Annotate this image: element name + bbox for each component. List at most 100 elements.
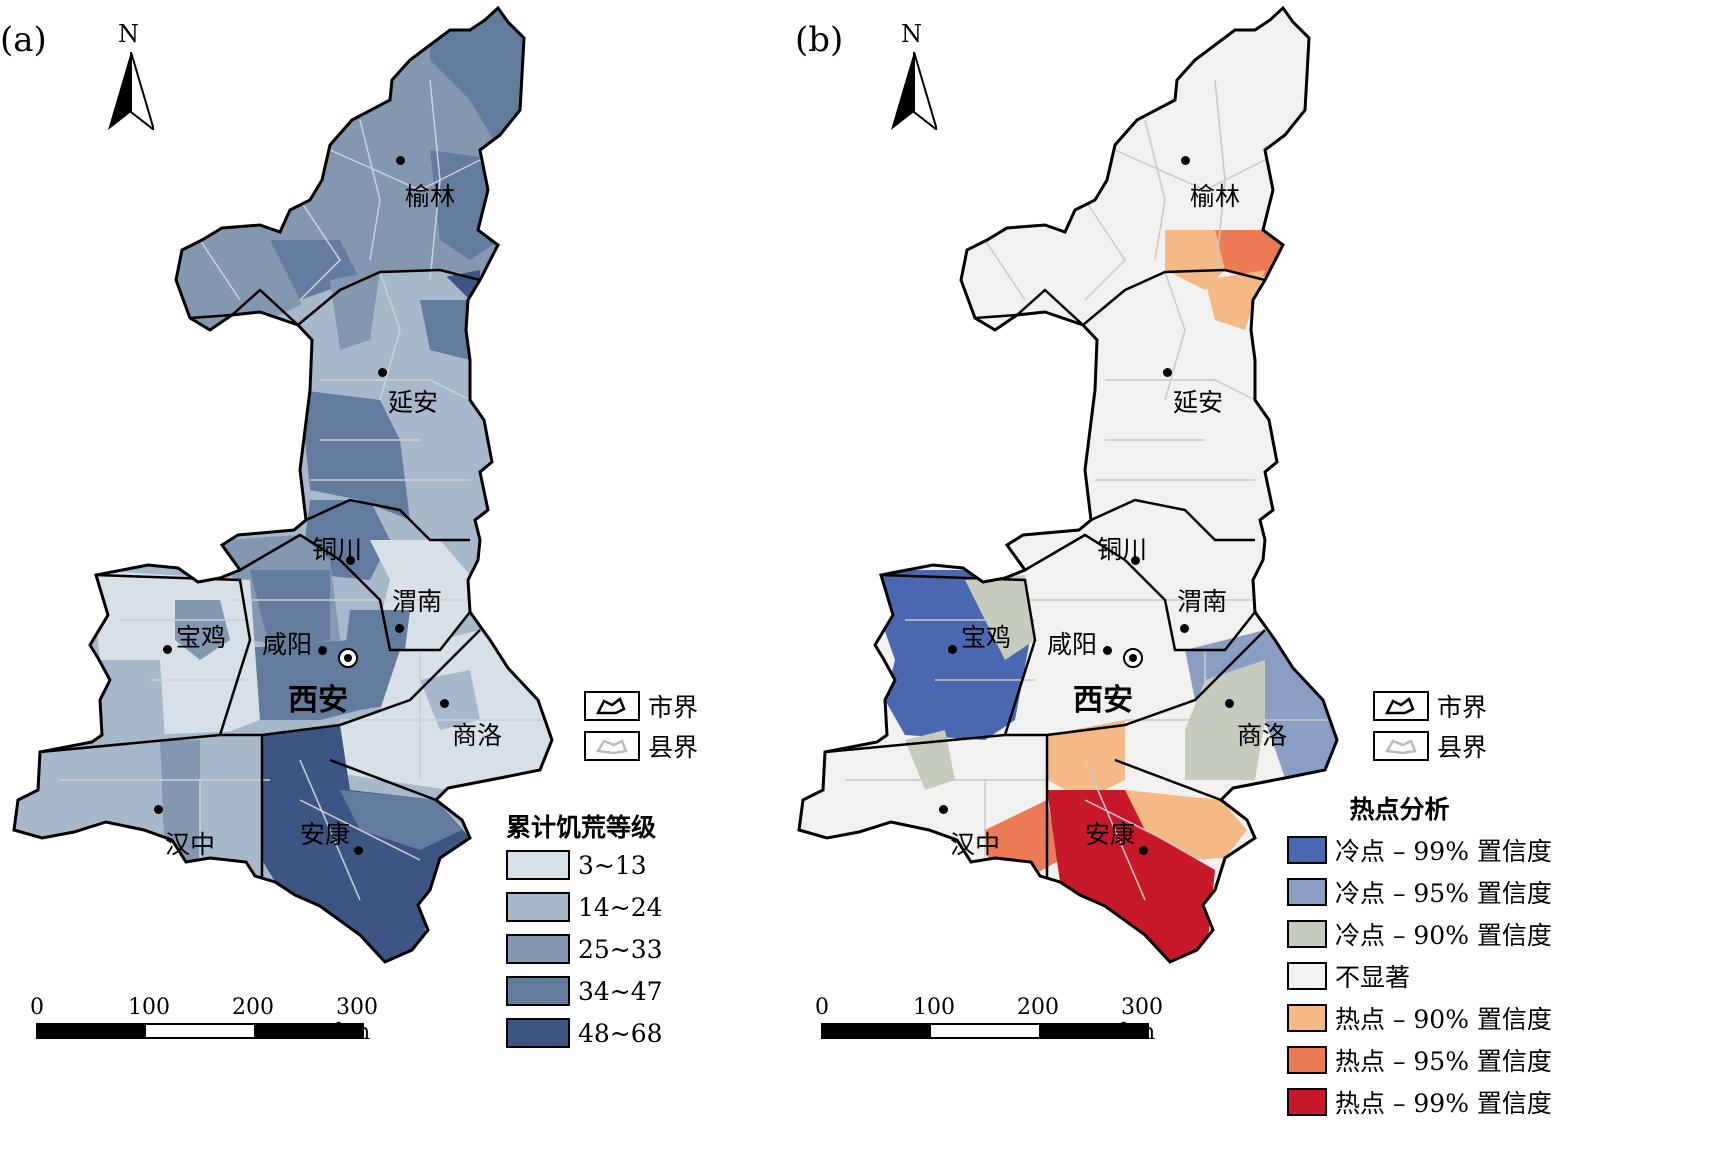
- legend-label: 冷点 – 99% 置信度: [1335, 837, 1552, 866]
- city-label: 渭南: [392, 587, 443, 616]
- city-label: 商洛: [1237, 721, 1288, 750]
- legend-item: 热点 – 90% 置信度: [1287, 1000, 1552, 1036]
- legend-swatch: [1287, 920, 1327, 948]
- city-dot: [1225, 699, 1234, 708]
- scale-tick: 0: [30, 995, 44, 1020]
- legend-label: 34~47: [578, 976, 663, 1006]
- legend-label: 热点 – 95% 置信度: [1335, 1047, 1552, 1076]
- choropleth-map: [12, 6, 554, 964]
- city-label: 延安: [1173, 388, 1224, 417]
- city-dot: [396, 156, 405, 165]
- panel-b: (b) N: [795, 0, 1709, 1155]
- legend-item: 冷点 – 90% 置信度: [1287, 916, 1552, 952]
- legend-swatch: [506, 1018, 570, 1048]
- city-label: 安康: [1085, 820, 1136, 849]
- scale-tick: 0: [815, 995, 829, 1020]
- city-dot: [948, 645, 957, 654]
- legend-label: 不显著: [1335, 963, 1411, 992]
- legend-item: 14~24: [506, 892, 663, 922]
- hotspot-map: [797, 6, 1339, 964]
- city-label: 渭南: [1177, 587, 1228, 616]
- legend-item: 热点 – 95% 置信度: [1287, 1042, 1552, 1078]
- city-label: 宝鸡: [176, 623, 227, 652]
- capital-label: 西安: [1073, 683, 1133, 718]
- north-label: N: [118, 20, 139, 48]
- legend-item: 冷点 – 95% 置信度: [1287, 874, 1552, 910]
- city-dot: [939, 805, 948, 814]
- city-boundary-label: 市界: [1437, 693, 1488, 722]
- city-label: 榆林: [1190, 182, 1241, 211]
- scale-tick: 200: [232, 995, 274, 1020]
- legend-label: 冷点 – 90% 置信度: [1335, 921, 1552, 950]
- legend-swatch: [1287, 878, 1327, 906]
- legend-item: 48~68: [506, 1018, 663, 1048]
- legend-label: 25~33: [578, 934, 663, 964]
- hotspot-legend: 热点分析 冷点 – 99% 置信度 冷点 – 95% 置信度 冷点 – 90% 置信…: [1287, 790, 1552, 1126]
- legend-swatch: [506, 892, 570, 922]
- city-label: 商洛: [452, 721, 503, 750]
- city-label: 咸阳: [1047, 630, 1098, 659]
- city-dot: [378, 368, 387, 377]
- legend-title: 热点分析: [1349, 795, 1450, 824]
- legend-swatch: [1287, 1088, 1327, 1116]
- city-dot: [440, 699, 449, 708]
- legend-label: 48~68: [578, 1018, 663, 1048]
- city-dot: [1131, 556, 1140, 565]
- city-label: 铜川: [1097, 535, 1148, 564]
- legend-label: 热点 – 99% 置信度: [1335, 1089, 1552, 1118]
- legend-label: 冷点 – 95% 置信度: [1335, 879, 1552, 908]
- legend-swatch: [1287, 962, 1327, 990]
- county-boundary-legend: 县界: [1373, 728, 1487, 764]
- city-boundary-legend: 市界: [1373, 688, 1487, 724]
- county-boundary-label: 县界: [1437, 733, 1488, 762]
- city-label: 汉中: [950, 830, 1001, 859]
- legend-item: 25~33: [506, 934, 663, 964]
- city-label: 榆林: [405, 182, 456, 211]
- legend-item: 3~13: [506, 850, 663, 880]
- city-label: 咸阳: [262, 630, 313, 659]
- city-dot: [318, 646, 327, 655]
- legend-label: 热点 – 90% 置信度: [1335, 1005, 1552, 1034]
- legend-label: 3~13: [578, 850, 647, 880]
- county-boundary-legend: 县界: [584, 728, 698, 764]
- legend-item: 冷点 – 99% 置信度: [1287, 832, 1552, 868]
- legend-label: 14~24: [578, 892, 663, 922]
- panel-label: (b): [795, 20, 844, 60]
- scale-tick: 100: [128, 995, 170, 1020]
- famine-level-legend: 累计饥荒等级 3~13 14~24 25~33 34~47 48~68: [506, 808, 663, 1060]
- city-label: 安康: [300, 820, 351, 849]
- scale-tick: 300 km: [336, 995, 378, 1045]
- legend-title: 累计饥荒等级: [506, 813, 657, 842]
- north-label: N: [901, 20, 922, 48]
- north-arrow-icon: N: [891, 20, 937, 130]
- legend-swatch: [506, 934, 570, 964]
- city-dot: [1139, 846, 1148, 855]
- city-dot: [1180, 624, 1189, 633]
- city-boundary-label: 市界: [648, 693, 699, 722]
- city-dot: [346, 556, 355, 565]
- city-dot: [395, 624, 404, 633]
- scale-bar: 0 100 200 300 km: [815, 995, 1163, 1045]
- legend-item: 不显著: [1287, 958, 1552, 994]
- legend-swatch: [506, 976, 570, 1006]
- city-dot: [354, 846, 363, 855]
- scale-tick: 300 km: [1121, 995, 1163, 1045]
- county-boundary-label: 县界: [648, 733, 699, 762]
- city-label: 铜川: [312, 535, 363, 564]
- city-boundary-legend: 市界: [584, 688, 698, 724]
- city-label: 延安: [388, 388, 439, 417]
- city-dot: [1181, 156, 1190, 165]
- city-label: 宝鸡: [961, 623, 1012, 652]
- city-dot: [163, 645, 172, 654]
- city-dot: [1103, 646, 1112, 655]
- panel-a: (a) N: [0, 0, 854, 1155]
- legend-item: 热点 – 99% 置信度: [1287, 1084, 1552, 1120]
- legend-swatch: [1287, 1004, 1327, 1032]
- legend-swatch: [1287, 1046, 1327, 1074]
- legend-swatch: [506, 850, 570, 880]
- city-label: 汉中: [165, 830, 216, 859]
- capital-label: 西安: [288, 683, 348, 718]
- scale-tick: 100: [913, 995, 955, 1020]
- scale-tick: 200: [1017, 995, 1059, 1020]
- city-dot: [1163, 368, 1172, 377]
